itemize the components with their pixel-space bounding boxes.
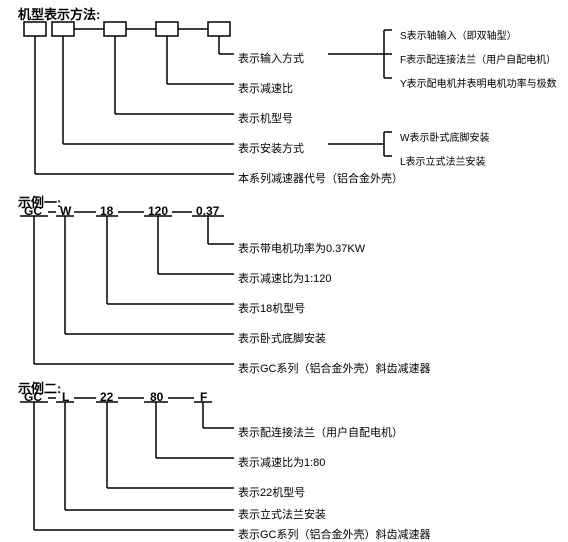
s1-input-1: F表示配连接法兰（用户自配电机） (400, 51, 556, 66)
s1-label-4: 本系列减速器代号（铝合金外壳） (238, 170, 403, 186)
s1-label-2: 表示机型号 (238, 110, 293, 126)
s2-field-3: 120 (148, 204, 168, 218)
s1-label-3: 表示安装方式 (238, 140, 304, 156)
s2-label-2: 表示18机型号 (238, 300, 305, 316)
s2-field-2: 18 (100, 204, 113, 218)
s1-mount-1: L表示立式法兰安装 (400, 153, 486, 168)
s3-field-1: L (62, 390, 69, 404)
s2-label-3: 表示卧式底脚安装 (238, 330, 326, 346)
s2-label-0: 表示带电机功率为0.37KW (238, 240, 365, 256)
s3-label-2: 表示22机型号 (238, 484, 305, 500)
s2-field-0: GC (24, 204, 42, 218)
s3-field-0: GC (24, 390, 42, 404)
s1-label-0: 表示输入方式 (238, 50, 304, 66)
s3-label-1: 表示减速比为1:80 (238, 454, 325, 470)
s1-input-2: Y表示配电机并表明电机功率与极数 (400, 75, 557, 90)
s2-label-1: 表示减速比为1:120 (238, 270, 332, 286)
s3-label-0: 表示配连接法兰（用户自配电机） (238, 424, 403, 440)
s1-mount-0: W表示卧式底脚安装 (400, 129, 489, 144)
s3-field-2: 22 (100, 390, 113, 404)
s2-label-4: 表示GC系列（铝合金外壳）斜齿减速器 (238, 360, 431, 376)
s3-field-3: 80 (150, 390, 163, 404)
s1-label-1: 表示减速比 (238, 80, 293, 96)
diagram-root: 机型表示方法: 示例一: 示例二: 表示输入方式表示减速比表示机型号表示安装方式… (0, 0, 568, 536)
s3-label-3: 表示立式法兰安装 (238, 506, 326, 522)
s2-field-4: 0.37 (196, 204, 219, 218)
s3-label-4: 表示GC系列（铝合金外壳）斜齿减速器 (238, 526, 431, 542)
s2-field-1: W (60, 204, 71, 218)
s3-field-4: F (200, 390, 207, 404)
s1-input-0: S表示轴输入（即双轴型） (400, 27, 517, 42)
